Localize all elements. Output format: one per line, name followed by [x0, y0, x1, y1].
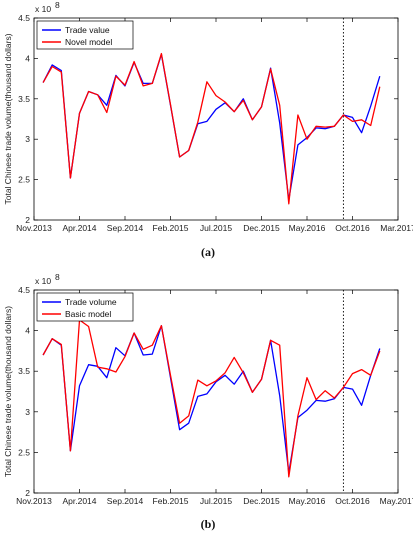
y-tick-label: 2: [25, 488, 30, 498]
y-axis-label: Total Chinese trade volume(thousand doll…: [3, 33, 13, 204]
y-tick-label: 4.5: [18, 13, 30, 23]
y-tick-label: 3: [25, 407, 30, 417]
chart-panel-a: 2 2.5 3 3.5 4 4.5 Nov.2013 Apr.2014 Sep.2014 Feb.…: [3, 0, 413, 259]
series-line-model: [42, 52, 381, 205]
panel-caption: (b): [201, 517, 216, 531]
x-tick-label: Jul.2015: [200, 223, 232, 233]
legend-entry: Trade value: [65, 25, 110, 35]
y-tick-label: 4: [25, 53, 30, 63]
x-tick-label: Oct.2016: [335, 496, 370, 506]
x-tick-label: May.2016: [289, 223, 326, 233]
x-tick-label: Feb.2015: [153, 496, 189, 506]
legend-box: [36, 20, 134, 50]
legend-box: [36, 292, 134, 322]
y-tick-label: 4.5: [18, 285, 30, 295]
y-tick-label: 2.5: [18, 175, 30, 185]
x-tick-label: Nov.2013: [16, 223, 52, 233]
x-tick-label: May.2016: [289, 496, 326, 506]
x-tick-label: Oct.2016: [335, 223, 370, 233]
y-axis-label: Total Chinese trade volume(thousand doll…: [3, 306, 13, 477]
x-tick-label: Jul.2015: [200, 496, 232, 506]
x-tick-label: Dec.2015: [243, 223, 280, 233]
series-line-actual: [42, 325, 381, 474]
legend-entry: Basic model: [65, 309, 111, 319]
y-exponent-label: x 10: [35, 4, 51, 14]
x-tick-label: May.2017: [380, 496, 413, 506]
x-tick-label: Nov.2013: [16, 496, 52, 506]
y-tick-label: 3.5: [18, 94, 30, 104]
y-tick-label: 4: [25, 326, 30, 336]
plot-frame: [33, 289, 399, 494]
y-tick-label: 3.5: [18, 366, 30, 376]
x-tick-label: Sep.2014: [107, 496, 144, 506]
chart-panel-b: 2 2.5 3 3.5 4 4.5 Nov.2013 Apr.2014 Sep.2014 Feb.…: [3, 272, 413, 531]
y-exponent-power: 8: [55, 272, 60, 282]
x-tick-label: Sep.2014: [107, 223, 144, 233]
y-tick-label: 2.5: [18, 447, 30, 457]
x-tick-label: Apr.2014: [62, 496, 96, 506]
x-tick-label: Dec.2015: [243, 496, 280, 506]
x-tick-label: Apr.2014: [62, 223, 96, 233]
y-exponent-label: x 10: [35, 276, 51, 286]
series-line-model: [42, 319, 381, 478]
legend-entry: Trade volume: [65, 297, 117, 307]
x-tick-label: Mar.2017: [380, 223, 413, 233]
panel-caption: (a): [201, 245, 215, 259]
plot-frame: [33, 17, 399, 221]
legend-entry: Novel model: [65, 37, 112, 47]
y-tick-label: 2: [25, 215, 30, 225]
y-exponent-power: 8: [55, 0, 60, 10]
x-tick-label: Feb.2015: [153, 223, 189, 233]
y-tick-label: 3: [25, 134, 30, 144]
